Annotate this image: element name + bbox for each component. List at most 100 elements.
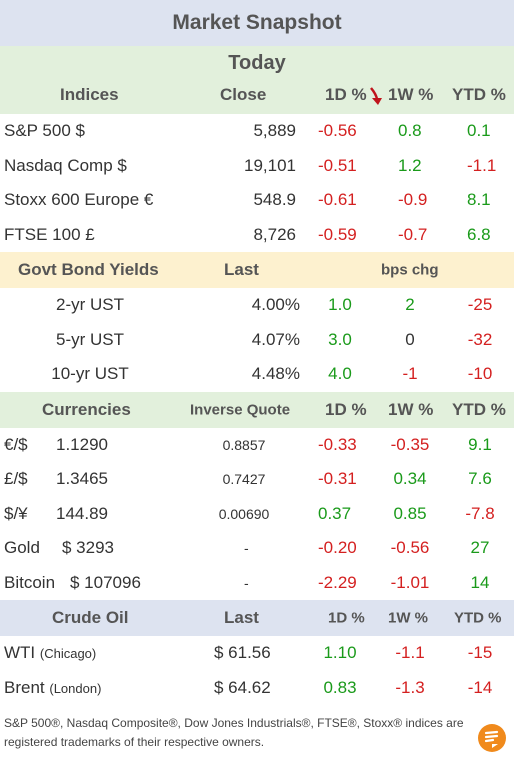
- oil-exchange: (London): [49, 680, 102, 696]
- indices-col-ytd: YTD %: [452, 85, 506, 104]
- oil-ytd: -14: [467, 677, 493, 697]
- currency-name: €/$: [4, 434, 28, 454]
- table-row: €/$ 1.1290 0.8857 -0.33 -0.35 9.1: [0, 428, 514, 463]
- index-name: Stoxx 600 Europe €: [4, 190, 154, 210]
- index-1w: 1.2: [398, 155, 422, 175]
- indices-table: S&P 500 $ 5,889 -0.56 0.8 0.1 Nasdaq Comp $ 19…: [0, 114, 514, 252]
- index-ytd: 0.1: [467, 121, 491, 141]
- bond-1d: 4.0: [328, 364, 352, 384]
- index-1w: -0.7: [398, 224, 428, 244]
- index-1d: -0.59: [318, 224, 357, 244]
- bond-ytd: -10: [467, 364, 493, 384]
- index-close: 19,101: [244, 155, 296, 175]
- currency-1w: -1.01: [390, 572, 430, 592]
- bond-1d: 3.0: [328, 329, 352, 349]
- currency-name: £/$: [4, 469, 28, 489]
- oil-1w: -1.1: [395, 643, 425, 663]
- currency-name: $/¥: [4, 503, 28, 523]
- bonds-col-name: Govt Bond Yields: [18, 260, 159, 279]
- bonds-table: 2-yr UST 4.00% 1.0 2 -25 5-yr UST 4.07% 3.0 0 -32…: [0, 288, 514, 392]
- oil-col-name: Crude Oil: [52, 608, 129, 627]
- currency-name: Bitcoin: [4, 572, 56, 592]
- currencies-col-name: Currencies: [42, 399, 131, 419]
- indices-col-1d[interactable]: 1D %: [325, 85, 367, 104]
- index-1w: 0.8: [398, 121, 422, 141]
- currency-name: Gold: [4, 538, 40, 558]
- brand-logo-icon[interactable]: [478, 724, 506, 752]
- oil-1d: 1.10: [323, 643, 357, 663]
- table-row: Nasdaq Comp $ 19,101 -0.51 1.2 -1.1: [0, 149, 514, 184]
- page-title: Market Snapshot: [0, 0, 514, 46]
- bond-1w: 0: [405, 329, 415, 349]
- oil-table: WTI (Chicago) $ 61.56 1.10 -1.1 -15 Brent (Lo…: [0, 636, 514, 705]
- table-row: £/$ 1.3465 0.7427 -0.31 0.34 7.6: [0, 462, 514, 497]
- oil-exchange: (Chicago): [39, 646, 97, 662]
- oil-name: Brent (London): [4, 677, 102, 697]
- index-1d: -0.61: [318, 190, 357, 210]
- indices-header: Today Indices Close 1D % 1W % YTD %: [0, 46, 514, 114]
- currency-ytd: 14: [470, 572, 490, 592]
- table-row: Brent (London) $ 64.62 0.83 -1.3 -14: [0, 671, 514, 706]
- index-1d: -0.56: [318, 121, 357, 141]
- bond-ytd: -32: [467, 329, 493, 349]
- oil-last: $ 61.56: [214, 643, 271, 663]
- bond-1w: -1: [402, 364, 418, 384]
- oil-name: WTI (Chicago): [4, 643, 97, 663]
- bonds-col-last: Last: [224, 260, 259, 279]
- table-row: 2-yr UST 4.00% 1.0 2 -25: [0, 288, 514, 323]
- indices-col-1w: 1W %: [388, 85, 434, 104]
- currency-1w: -0.56: [390, 538, 430, 558]
- bond-last: 4.48%: [251, 364, 300, 384]
- currency-inverse: 0.00690: [218, 505, 270, 522]
- table-row: $/¥ 144.89 0.00690 0.37 0.85 -7.8: [0, 497, 514, 532]
- oil-col-last: Last: [224, 608, 259, 627]
- table-row: 10-yr UST 4.48% 4.0 -1 -10: [0, 357, 514, 392]
- table-row: 5-yr UST 4.07% 3.0 0 -32: [0, 323, 514, 358]
- currency-1w: 0.34: [393, 469, 427, 489]
- oil-header: Crude Oil Last 1D % 1W % YTD %: [0, 600, 514, 636]
- currency-1w: -0.35: [390, 434, 430, 454]
- currency-inverse: 0.7427: [222, 471, 266, 488]
- oil-last: $ 64.62: [214, 677, 271, 697]
- bond-name: 2-yr UST: [56, 295, 124, 315]
- down-arrow-icon: [370, 87, 382, 105]
- table-row: FTSE 100 £ 8,726 -0.59 -0.7 6.8: [0, 218, 514, 253]
- index-close: 5,889: [253, 121, 296, 141]
- currency-ytd: 27: [470, 538, 490, 558]
- bonds-header: Govt Bond Yields Last bps chg: [0, 252, 514, 288]
- index-close: 548.9: [253, 190, 296, 210]
- currency-inverse: 0.8857: [222, 436, 266, 453]
- currency-1d: -0.20: [318, 538, 357, 558]
- oil-1d: 0.83: [323, 677, 357, 697]
- currencies-col-1w: 1W %: [388, 399, 434, 419]
- oil-col-ytd: YTD %: [454, 609, 502, 627]
- period-label: Today: [228, 52, 286, 74]
- table-row: Gold $ 3293 - -0.20 -0.56 27: [0, 531, 514, 566]
- index-1d: -0.51: [318, 155, 357, 175]
- currency-quote: 1.3465: [56, 469, 108, 489]
- currencies-table: €/$ 1.1290 0.8857 -0.33 -0.35 9.1 £/$ 1.3465 0.7…: [0, 428, 514, 601]
- currency-ytd: -7.8: [465, 503, 495, 523]
- table-row: Bitcoin $ 107096 - -2.29 -1.01 14: [0, 566, 514, 601]
- currency-quote: 1.1290: [56, 434, 108, 454]
- currency-1d: 0.37: [318, 503, 352, 523]
- currency-1d: -0.33: [318, 434, 357, 454]
- currency-1d: -2.29: [318, 572, 357, 592]
- index-name: S&P 500 $: [4, 121, 85, 141]
- bond-last: 4.07%: [251, 329, 300, 349]
- currency-quote: $ 107096: [70, 572, 141, 592]
- currencies-header: Currencies Inverse Quote 1D % 1W % YTD %: [0, 391, 514, 428]
- oil-1w: -1.3: [395, 677, 425, 697]
- bond-last: 4.00%: [251, 295, 300, 315]
- oil-col-1d: 1D %: [328, 609, 365, 627]
- index-name: FTSE 100 £: [4, 224, 95, 244]
- bond-1w: 2: [405, 295, 415, 315]
- currency-quote: 144.89: [56, 503, 108, 523]
- currency-ytd: 7.6: [468, 469, 492, 489]
- currencies-col-1d: 1D %: [325, 399, 367, 419]
- currency-1w: 0.85: [393, 503, 427, 523]
- currency-inverse: -: [244, 540, 249, 557]
- index-ytd: 8.1: [467, 190, 491, 210]
- index-ytd: 6.8: [467, 224, 491, 244]
- table-row: Stoxx 600 Europe € 548.9 -0.61 -0.9 8.1: [0, 183, 514, 218]
